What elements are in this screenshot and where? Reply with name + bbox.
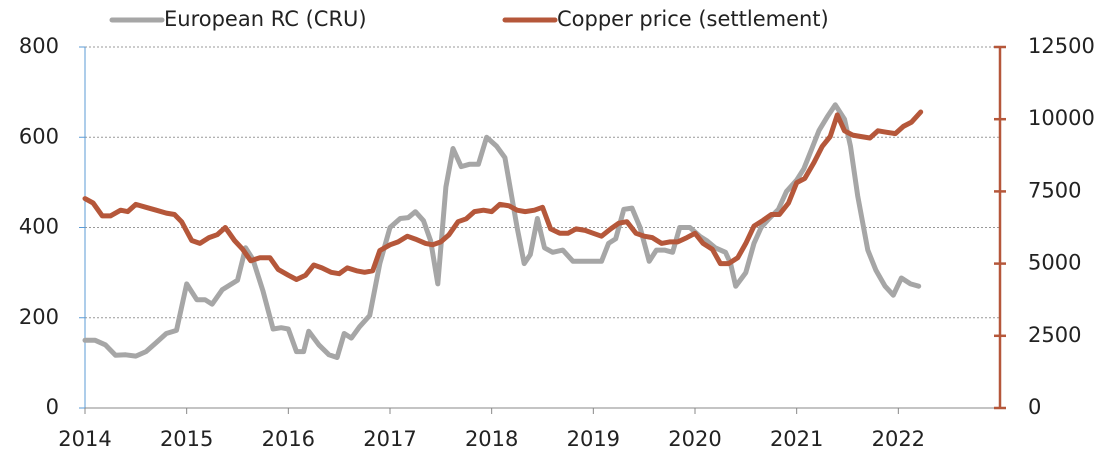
x-tick-label: 2014 bbox=[58, 427, 111, 451]
x-tick-label: 2021 bbox=[770, 427, 823, 451]
y2-tick-label: 7500 bbox=[1028, 178, 1081, 202]
y-tick-label: 400 bbox=[19, 215, 59, 239]
y-tick-label: 800 bbox=[19, 34, 59, 58]
y2-tick-label: 12500 bbox=[1028, 34, 1095, 58]
x-tick-label: 2019 bbox=[567, 427, 620, 451]
y2-tick-label: 2500 bbox=[1028, 323, 1081, 347]
legend-label: Copper price (settlement) bbox=[557, 7, 829, 31]
x-tick-label: 2016 bbox=[262, 427, 315, 451]
y-tick-label: 200 bbox=[19, 305, 59, 329]
x-tick-label: 2018 bbox=[465, 427, 518, 451]
y2-tick-label: 5000 bbox=[1028, 251, 1081, 275]
y-tick-label: 0 bbox=[46, 395, 59, 419]
x-tick-label: 2017 bbox=[363, 427, 416, 451]
x-tick-label: 2015 bbox=[160, 427, 213, 451]
legend-label: European RC (CRU) bbox=[164, 7, 367, 31]
x-tick-label: 2022 bbox=[872, 427, 925, 451]
series-line bbox=[82, 109, 924, 282]
series-line bbox=[82, 102, 922, 360]
y2-tick-label: 10000 bbox=[1028, 106, 1095, 130]
x-tick-label: 2020 bbox=[668, 427, 721, 451]
y2-tick-label: 0 bbox=[1028, 395, 1041, 419]
y-tick-label: 600 bbox=[19, 124, 59, 148]
